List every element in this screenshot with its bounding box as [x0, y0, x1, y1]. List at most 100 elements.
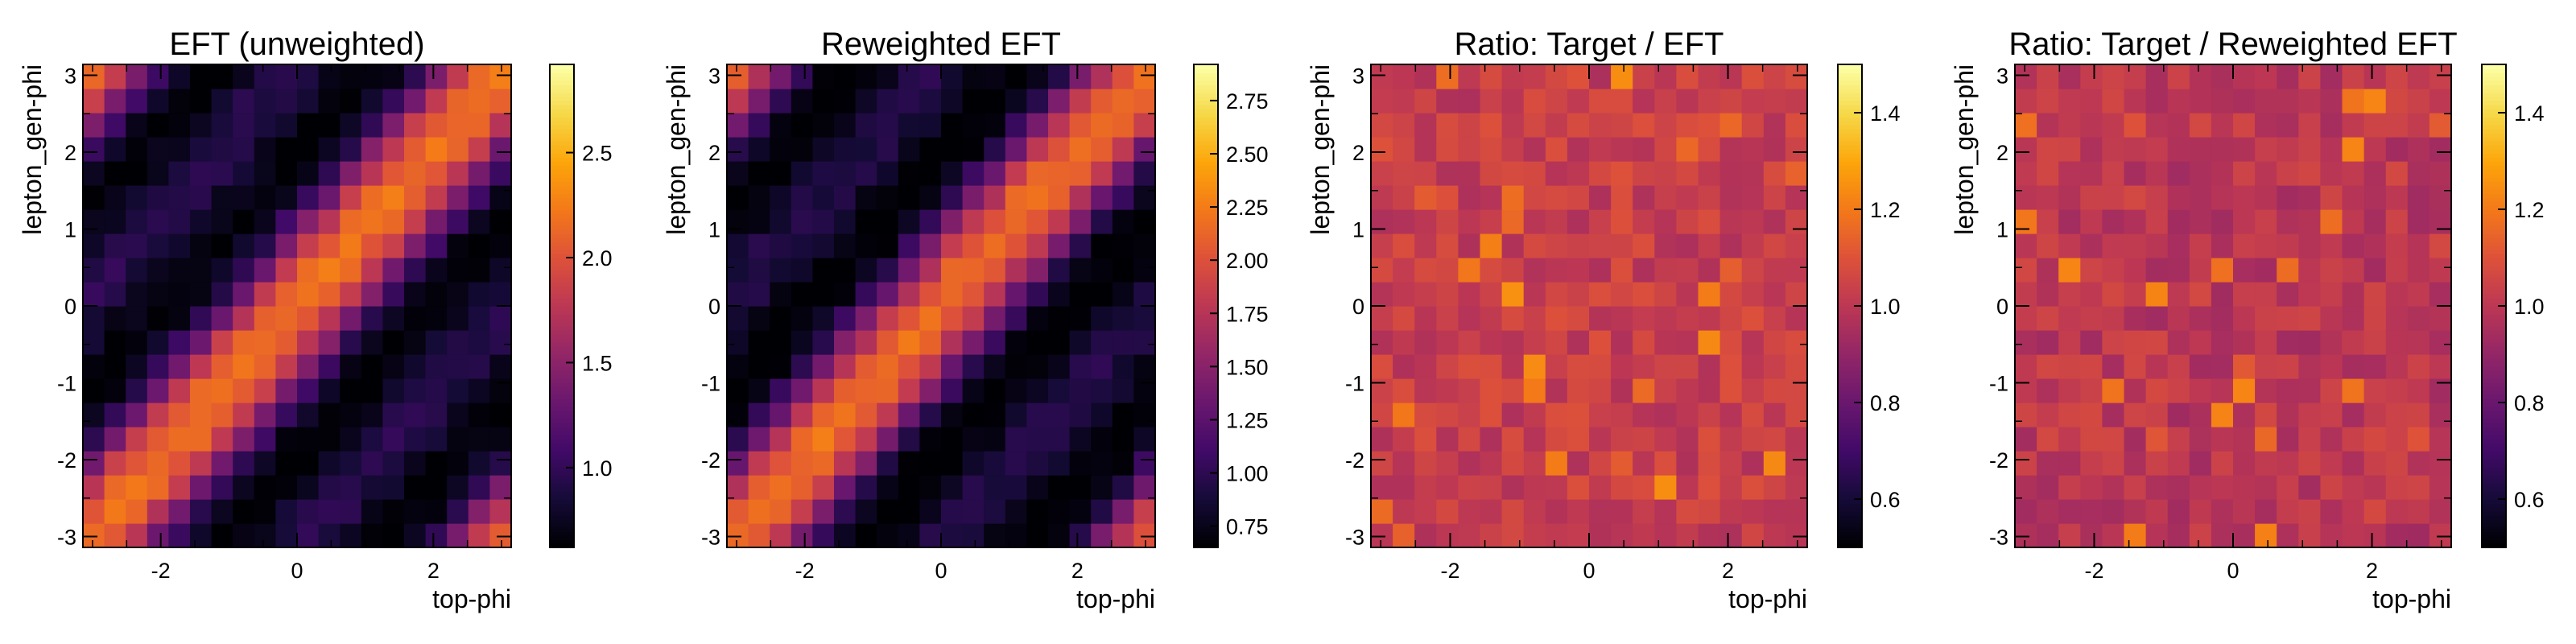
heatmap-bin: [748, 89, 770, 114]
colorbar-segment: [550, 89, 574, 93]
heatmap-bins: [83, 64, 512, 548]
heatmap-bin: [2429, 282, 2452, 307]
heatmap-bin: [1523, 113, 1546, 138]
colorbar-segment: [550, 342, 574, 347]
colorbar-segment: [550, 189, 574, 194]
heatmap-bin: [2363, 330, 2387, 355]
heatmap-bin: [1523, 137, 1546, 162]
heatmap-bin: [168, 209, 191, 234]
heatmap-bin: [2233, 89, 2256, 114]
heatmap-bin: [2015, 523, 2037, 548]
heatmap-bin: [1048, 89, 1071, 114]
heatmap-bin: [2320, 185, 2343, 210]
heatmap-bin: [2277, 354, 2299, 379]
heatmap-bin: [1567, 523, 1590, 548]
colorbar-segment: [1194, 539, 1218, 544]
heatmap-bin: [1393, 523, 1415, 548]
heatmap-bin: [898, 354, 920, 379]
heatmap-bin: [2037, 258, 2059, 283]
x-tick-label: -2: [2084, 559, 2103, 583]
heatmap-bin: [770, 233, 792, 258]
heatmap-bin: [770, 282, 792, 307]
heatmap-bin: [898, 113, 920, 138]
colorbar-segment: [550, 266, 574, 270]
heatmap-bin: [1741, 233, 1765, 258]
heatmap-bin: [1545, 282, 1568, 307]
heatmap-bin: [340, 330, 362, 355]
heatmap-bin: [1719, 427, 1743, 452]
heatmap-bin: [1026, 137, 1049, 162]
colorbar-segment: [550, 519, 574, 524]
heatmap-bin: [1458, 258, 1481, 283]
heatmap-bin: [727, 523, 749, 548]
heatmap-bin: [1719, 185, 1743, 210]
heatmap-bin: [962, 523, 985, 548]
heatmap-bin: [834, 475, 857, 500]
colorbar-segment: [550, 254, 574, 258]
heatmap-bin: [898, 209, 920, 234]
heatmap-bin: [2145, 475, 2169, 500]
heatmap-bin: [1741, 475, 1765, 500]
heatmap-bin: [190, 282, 213, 307]
heatmap-bin: [855, 451, 877, 476]
heatmap-bin: [2037, 378, 2059, 403]
colorbar-segment: [1838, 338, 1862, 343]
colorbar-segment: [550, 354, 574, 359]
heatmap-bin: [962, 209, 985, 234]
heatmap-bin: [877, 233, 899, 258]
heatmap-bin: [2189, 427, 2212, 452]
colorbar-segment: [550, 290, 574, 295]
y-tick-label: 1: [64, 218, 76, 242]
colorbar-segment: [550, 318, 574, 323]
heatmap-bin: [2298, 330, 2321, 355]
heatmap-bin: [898, 258, 920, 283]
heatmap-bin: [425, 499, 448, 524]
heatmap-bin: [404, 427, 427, 452]
heatmap-bin: [2167, 185, 2190, 210]
heatmap-bin: [748, 209, 770, 234]
heatmap-bin: [2363, 499, 2387, 524]
heatmap-bin: [2342, 354, 2365, 379]
heatmap-bin: [1654, 499, 1677, 524]
heatmap-bin: [447, 523, 469, 548]
heatmap-bin: [1633, 475, 1655, 500]
colorbar-segment: [1838, 101, 1862, 105]
colorbar-segment: [1194, 362, 1218, 367]
heatmap-bin: [1763, 282, 1786, 307]
heatmap-bin: [382, 258, 405, 283]
heatmap-bin: [2145, 64, 2169, 89]
heatmap-bin: [984, 306, 1006, 331]
colorbar-segment: [2482, 386, 2506, 391]
colorbar-segment: [2482, 145, 2506, 150]
colorbar-segment: [550, 402, 574, 407]
heatmap-bin: [791, 354, 813, 379]
colorbar-segment: [2482, 137, 2506, 142]
heatmap-bin: [2342, 258, 2365, 283]
colorbar-segment: [550, 407, 574, 411]
heatmap-bin: [340, 137, 362, 162]
heatmap-bin: [468, 89, 490, 114]
heatmap-bin: [1719, 475, 1743, 500]
heatmap-bin: [2255, 306, 2277, 331]
colorbar-segment: [1838, 382, 1862, 387]
heatmap-bin: [233, 89, 255, 114]
heatmap-bin: [2037, 209, 2059, 234]
heatmap-bin: [1480, 258, 1503, 283]
heatmap-bin: [1458, 89, 1481, 114]
heatmap-bin: [1763, 137, 1786, 162]
heatmap-bin: [834, 354, 857, 379]
heatmap-bin: [984, 354, 1006, 379]
heatmap-bin: [1371, 89, 1393, 114]
colorbar-segment: [1838, 366, 1862, 371]
heatmap-bin: [2102, 161, 2125, 186]
heatmap-bin: [1048, 523, 1071, 548]
heatmap-bin: [2320, 354, 2343, 379]
colorbar-segment: [550, 378, 574, 383]
heatmap-bin: [1414, 209, 1437, 234]
colorbar-segment: [1838, 374, 1862, 379]
colorbar-segment: [1194, 543, 1218, 548]
heatmap-bin: [2233, 475, 2256, 500]
heatmap-bin: [468, 233, 490, 258]
heatmap-bin: [2189, 523, 2212, 548]
heatmap-bin: [1567, 89, 1590, 114]
